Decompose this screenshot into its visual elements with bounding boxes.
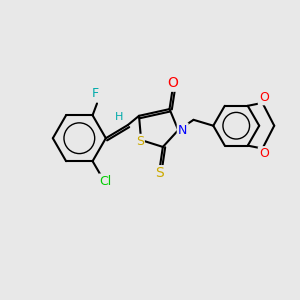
Text: H: H: [115, 112, 123, 122]
Text: S: S: [136, 135, 144, 148]
Text: O: O: [259, 147, 269, 160]
Text: F: F: [92, 87, 99, 100]
Text: N: N: [178, 124, 187, 136]
Text: O: O: [167, 76, 178, 91]
Text: Cl: Cl: [100, 175, 112, 188]
Text: O: O: [259, 91, 269, 104]
Text: S: S: [155, 167, 164, 180]
